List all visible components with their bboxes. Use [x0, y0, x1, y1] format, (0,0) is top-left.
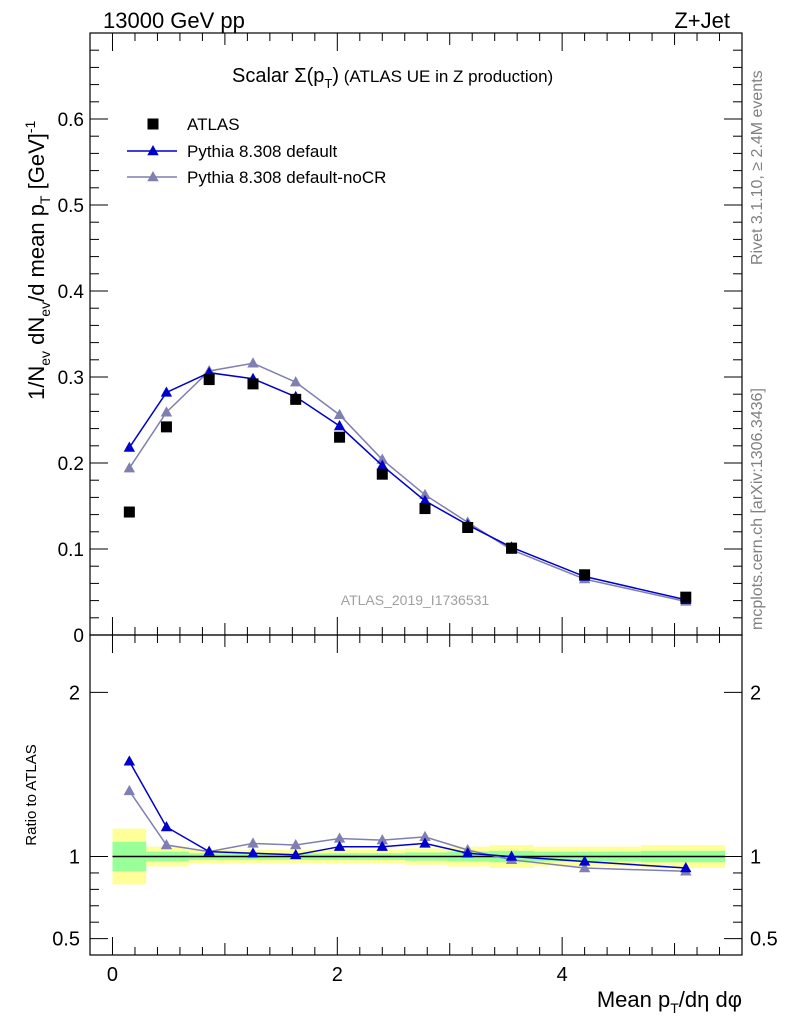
main-y-tick-label: 0.5	[58, 196, 84, 217]
main-marker-atlas	[419, 503, 431, 515]
ratio-marker-pythia-default	[290, 848, 302, 860]
analysis-watermark: ATLAS_2019_I1736531	[341, 592, 490, 608]
side-text-mcplots: mcplots.cern.ch [arXiv:1306.3436]	[749, 388, 766, 630]
main-marker-pythia-nocr	[376, 453, 388, 464]
ratio-marker-pythia-nocr	[333, 832, 346, 843]
main-marker-pythia-default	[419, 494, 431, 506]
main-marker-atlas	[462, 522, 474, 533]
ratio-marker-pythia-default	[505, 850, 518, 861]
ratio-y-tick-label-right: 2	[750, 682, 761, 704]
ratio-marker-pythia-default	[578, 855, 591, 866]
legend-label: Pythia 8.308 default	[187, 142, 338, 161]
ratio-plot-frame	[89, 634, 743, 956]
ratio-line-pythia-nocr	[128, 790, 686, 873]
x-tick-label: 4	[557, 964, 568, 986]
ratio-y-tick-label-right: 0.5	[750, 929, 778, 951]
header-left-label: 13000 GeV pp	[103, 8, 245, 33]
main-marker-atlas	[376, 468, 388, 480]
legend-label: ATLAS	[187, 115, 240, 134]
main-y-tick-label: 0.1	[58, 540, 84, 561]
ratio-marker-pythia-default	[123, 755, 136, 766]
ratio-y-tick-label-left: 1	[69, 847, 80, 869]
ratio-y-axis-label: Ratio to ATLAS	[23, 744, 40, 845]
ratio-marker-pythia-default	[419, 837, 431, 848]
main-marker-atlas	[334, 431, 346, 443]
x-tick-label: 0	[107, 964, 118, 986]
main-marker-pythia-nocr	[290, 376, 302, 387]
main-marker-atlas	[160, 421, 172, 433]
ratio-marker-pythia-nocr	[123, 784, 136, 796]
main-marker-atlas	[247, 378, 259, 390]
main-marker-atlas	[203, 374, 215, 386]
ratio-marker-pythia-default	[376, 840, 388, 851]
ratio-marker-pythia-nocr	[160, 839, 173, 850]
main-line-pythia-nocr	[128, 362, 686, 603]
ratio-y-tick-label-left: 2	[69, 682, 80, 704]
main-marker-pythia-nocr	[333, 408, 346, 420]
ratio-marker-pythia-nocr	[376, 834, 388, 845]
main-marker-pythia-nocr	[247, 357, 259, 368]
main-plot-title: Scalar Σ(pT) (ATLAS UE in Z production)	[232, 65, 553, 91]
main-marker-atlas	[290, 393, 302, 405]
ratio-line-pythia-default	[128, 760, 686, 869]
x-axis-label: Mean pT/dη dφ	[597, 987, 742, 1016]
main-marker-atlas	[506, 542, 518, 554]
ratio-y-tick-label-left: 0.5	[52, 929, 80, 951]
ratio-marker-pythia-default	[333, 840, 346, 851]
ratio-marker-pythia-default	[160, 821, 173, 832]
main-line-pythia-default	[128, 371, 686, 601]
ratio-marker-pythia-default	[247, 847, 259, 858]
main-marker-pythia-default	[160, 386, 173, 397]
main-marker-atlas	[579, 569, 591, 581]
main-y-tick-label: 0.6	[58, 110, 84, 131]
main-marker-pythia-nocr	[123, 462, 136, 473]
main-y-axis-label: 1/Nev dNev/d mean pT [GeV]-1	[22, 120, 53, 400]
main-marker-pythia-nocr	[419, 488, 431, 500]
legend-marker-triangle	[147, 171, 159, 182]
main-marker-atlas	[680, 591, 692, 603]
header-right-label: Z+Jet	[674, 8, 730, 33]
main-marker-pythia-default	[333, 420, 346, 431]
ratio-marker-pythia-nocr	[290, 839, 302, 850]
main-y-tick-label: 0.3	[58, 368, 84, 389]
ratio-marker-pythia-nocr	[247, 837, 259, 848]
ratio-marker-pythia-nocr	[419, 830, 431, 842]
ratio-y-tick-label-right: 1	[750, 847, 761, 869]
legend-label: Pythia 8.308 default-noCR	[187, 168, 386, 187]
ratio-marker-pythia-nocr	[578, 862, 591, 873]
side-text-rivet: Rivet 3.1.10, ≥ 2.4M events	[749, 70, 766, 265]
main-marker-atlas	[123, 506, 135, 518]
main-y-tick-label: 0	[73, 626, 84, 647]
main-marker-pythia-nocr	[160, 406, 173, 417]
main-y-tick-label: 0.2	[58, 454, 84, 475]
legend-marker-triangle	[147, 145, 159, 156]
legend-marker-atlas	[147, 118, 159, 130]
ratio-marker-pythia-default	[462, 847, 474, 858]
main-y-tick-label: 0.4	[58, 282, 85, 303]
main-marker-pythia-default	[123, 441, 136, 452]
ratio-marker-pythia-default	[203, 845, 215, 856]
x-tick-label: 2	[332, 964, 343, 986]
main-marker-pythia-default	[376, 459, 388, 470]
ratio-marker-pythia-default	[680, 862, 692, 873]
